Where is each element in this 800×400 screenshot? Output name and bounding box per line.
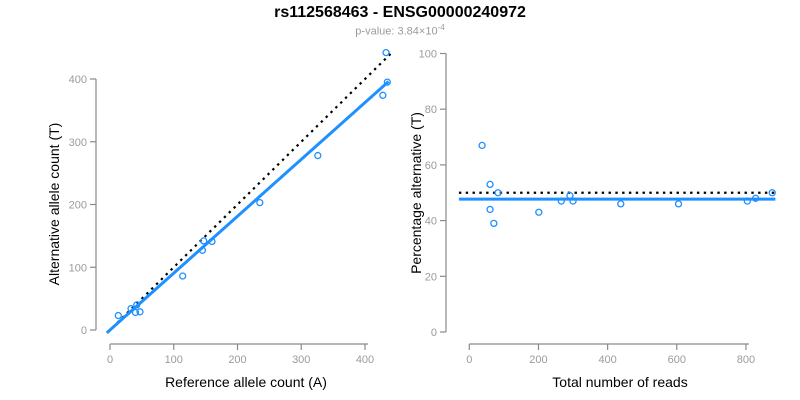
data-point: [478, 141, 486, 150]
x-tick-label: 400: [598, 354, 616, 366]
data-point: [674, 200, 683, 208]
y-tick-label: 0: [81, 325, 87, 337]
y-tick-label: 20: [425, 271, 437, 283]
data-point: [486, 180, 494, 189]
data-point: [557, 197, 565, 205]
data-point: [127, 305, 135, 313]
data-point: [131, 308, 140, 317]
allele-count-scatter-plot: 0 100 200 300 400 0 100 200 300 400 Reference alle…: [46, 48, 394, 390]
data-point: [379, 91, 387, 99]
data-point: [114, 311, 122, 320]
data-point: [486, 205, 494, 214]
x-tick-label: 0: [466, 354, 472, 366]
identity-line: [111, 51, 394, 329]
data-point: [179, 272, 187, 280]
data-point: [382, 48, 390, 57]
p-value-subtitle: p-value: 3.84×10-4: [0, 23, 800, 38]
data-point: [133, 301, 141, 309]
percentage-alternative-scatter-plot: 0 200 400 600 800 0 20 40 60 80 100 Total number of…: [408, 49, 776, 390]
data-point: [256, 198, 264, 207]
x-tick-label: 200: [529, 354, 547, 366]
data-point: [569, 197, 577, 205]
y-tick-label: 100: [69, 262, 87, 274]
data-point: [200, 237, 208, 245]
data-point: [314, 151, 322, 160]
y-tick-label: 80: [425, 104, 437, 116]
data-point: [494, 189, 502, 197]
y-tick-label: 60: [425, 160, 437, 172]
p-value-text: p-value: 3.84×10: [355, 25, 438, 38]
x-tick-label: 100: [165, 354, 183, 366]
x-axis-title: Reference allele count (A): [165, 374, 327, 390]
p-value-exponent: -4: [437, 23, 445, 32]
x-axis-title: Total number of reads: [552, 374, 687, 390]
x-tick-label: 800: [737, 354, 755, 366]
x-tick-label: 600: [668, 354, 686, 366]
y-tick-label: 100: [419, 49, 437, 61]
data-point: [208, 237, 216, 246]
y-axis-title: Alternative allele count (T): [46, 123, 62, 286]
data-point: [751, 194, 760, 202]
data-point: [198, 246, 207, 254]
data-point: [383, 78, 391, 86]
data-point: [617, 200, 625, 208]
data-point: [136, 308, 144, 316]
data-point: [566, 191, 574, 200]
data-point: [535, 208, 543, 216]
data-point: [768, 189, 776, 197]
x-tick-label: 400: [356, 354, 374, 366]
y-tick-label: 200: [69, 200, 87, 212]
y-tick-label: 0: [431, 327, 437, 339]
x-tick-label: 300: [292, 354, 310, 366]
data-point: [490, 219, 498, 228]
x-tick-label: 0: [107, 354, 113, 366]
y-tick-label: 300: [69, 137, 87, 149]
fit-line: [105, 80, 390, 334]
x-tick-label: 200: [228, 354, 246, 366]
y-axis-title: Percentage alternative (T): [408, 112, 424, 274]
y-tick-label: 400: [69, 74, 87, 86]
page-title: rs112568463 - ENSG00000240972: [274, 4, 526, 21]
y-tick-label: 40: [425, 216, 437, 228]
data-point: [743, 197, 751, 205]
